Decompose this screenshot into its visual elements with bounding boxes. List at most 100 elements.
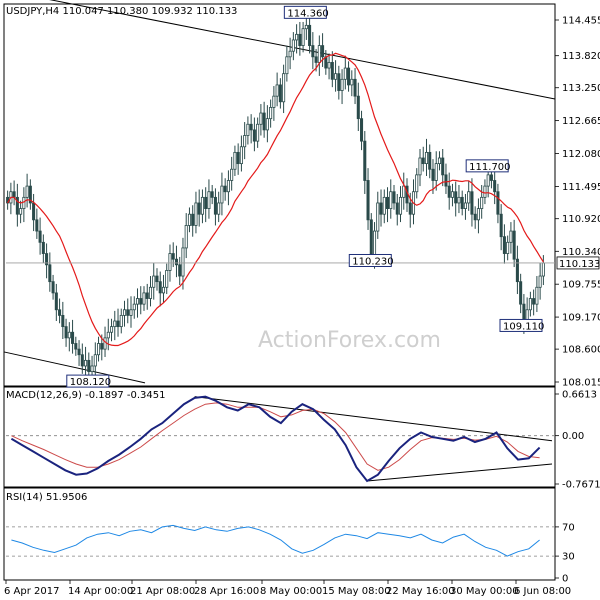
candle-body [470,191,474,215]
candle-body [483,185,487,198]
candle-body [25,185,29,198]
price-annotation-box [499,318,543,332]
price-tick-label: 113.820 [562,51,600,62]
candle-body [486,174,490,187]
rsi-tick-label: 30 [562,552,575,563]
candle-body [308,24,312,46]
candle-body [431,168,435,181]
moving-average-line [7,52,544,347]
candle-body [194,202,198,226]
candle-body [207,191,211,209]
candle-body [54,292,58,311]
candle-body [184,225,188,249]
candle-body [301,28,305,46]
candle-body [476,208,480,221]
candle-body [61,314,65,328]
axes: 114.455 113.820 113.250 112.665 112.080 111.4… [4,16,600,598]
candle-body [288,50,292,58]
candle-body [519,281,523,305]
candle-body [119,314,123,328]
time-tick-label: 14 Apr 00:00 [68,586,133,597]
time-tick-label: 8 May 00:00 [260,586,322,597]
candle-body [304,24,308,30]
candle-body [353,78,357,97]
time-tick-label: 6 Jun 08:00 [514,586,571,597]
candle-body [64,326,68,339]
candle-body [243,135,247,148]
price-tick-label: 109.170 [562,313,600,324]
candle-body [457,196,461,204]
candle-body [161,286,166,294]
candle-body [171,253,175,260]
candle-body [204,196,208,209]
candle-body [463,202,467,209]
candle-body [200,196,204,215]
price-annotation-box [283,5,327,19]
candle-body [334,73,338,80]
candle-body [395,202,399,215]
candle-body [262,112,266,131]
candle-body [444,174,448,187]
candle-body [58,309,62,316]
candle-body [116,320,120,328]
candle-body [291,39,295,52]
candle-body [496,191,500,215]
lower-trendline [3,351,146,384]
candle-body [48,264,52,283]
candle-body [84,359,88,367]
candle-body [330,62,334,80]
candle-body [385,196,390,209]
candle-body [97,343,101,356]
candle-body [369,219,373,258]
candle-body [317,45,321,63]
candle-body [269,107,273,120]
main-header-label: USDJPY,H4 110.047 110.380 109.932 110.13… [6,6,237,17]
candle-body [415,174,419,193]
candle-body [265,118,269,131]
candle-body [275,84,279,97]
candle-body [515,258,519,283]
candle-body [350,78,354,86]
candle-body [213,196,217,215]
main-panel-frame [3,3,556,387]
candle-body [360,118,364,142]
candle-body [347,67,351,86]
rsi-panel-frame [3,487,556,581]
candle-body [512,230,516,260]
main-price-panel: 110.133 114.360 111.700 110.230 109.110 108.1… [3,0,600,388]
candle-body [356,95,360,120]
upper-trendline [49,0,556,100]
price-tick-label: 110.920 [562,214,600,225]
macd-panel [6,395,555,483]
candle-body [337,73,341,91]
candle-body [71,331,75,344]
macd-line [10,395,541,483]
candle-body [282,73,286,103]
candle-body [246,123,250,136]
candle-body [139,298,143,305]
candle-body [525,309,529,321]
candle-body [389,191,393,209]
candle-body [152,275,156,288]
candle-body [233,151,237,170]
candle-body [434,163,438,181]
candle-body [103,337,107,350]
macd-tick-label: 0.6613 [562,390,597,401]
candle-body [15,196,19,215]
candle-body [402,185,406,198]
candle-body [226,180,230,193]
time-tick-label: 15 May 08:00 [322,586,391,597]
candle-body [87,359,91,373]
price-tick-label: 108.600 [562,345,600,356]
candle-body [100,343,104,350]
candle-body [174,258,178,266]
candle-body [285,56,289,75]
candle-body [249,123,253,131]
candle-body [142,292,146,305]
candle-body [460,196,464,209]
candle-body [502,236,506,254]
candle-body [113,320,117,328]
candle-body [19,208,23,215]
candle-body [480,196,484,209]
